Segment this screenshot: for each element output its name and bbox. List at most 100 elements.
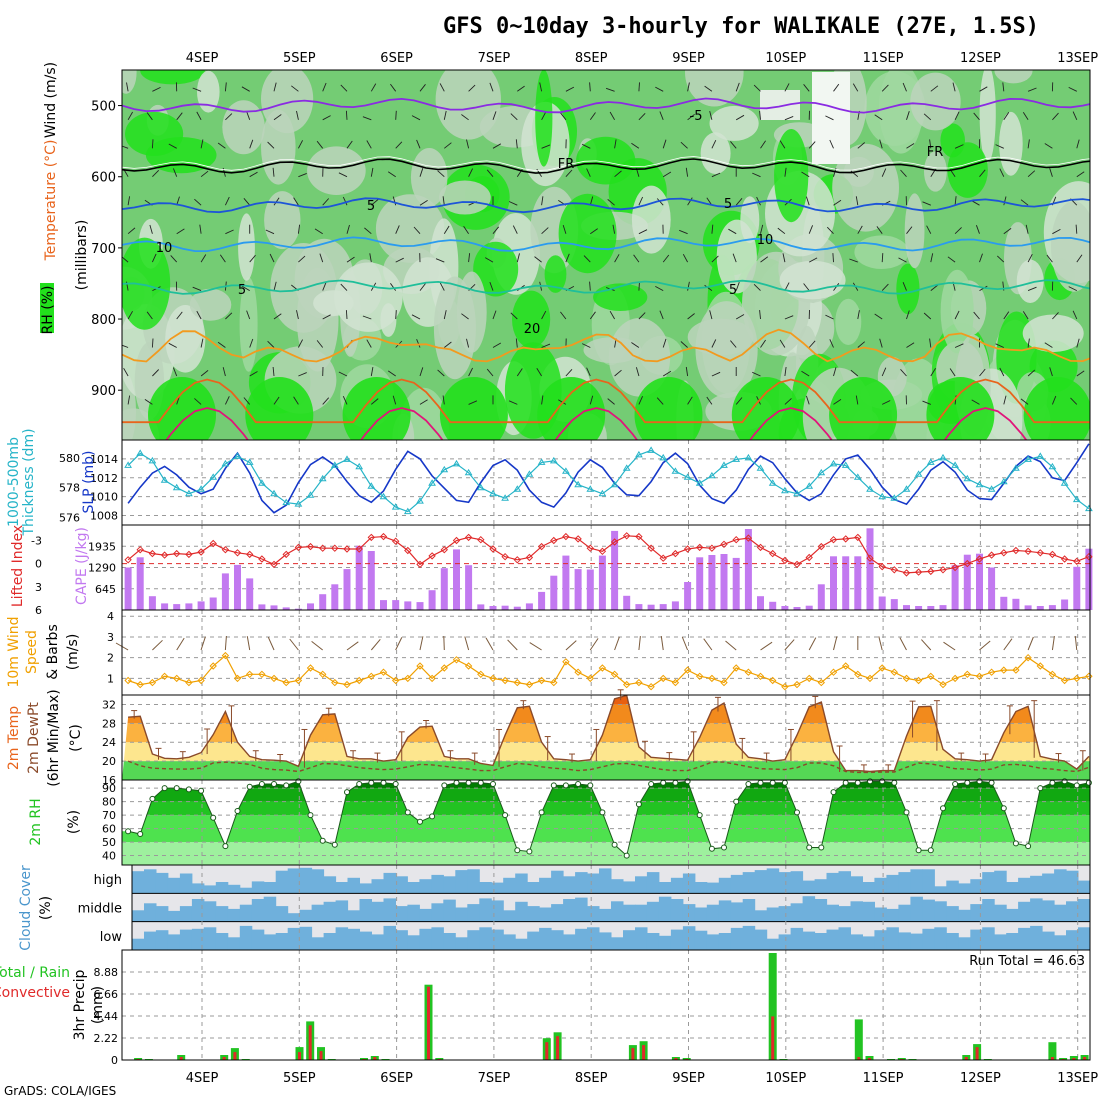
wind-barb (760, 641, 773, 651)
cloud-cover-bar (635, 904, 648, 922)
cape-bar (963, 554, 971, 610)
wind-barb (752, 172, 761, 178)
wind-speed-marker (1085, 672, 1093, 681)
wind-barb (803, 283, 810, 291)
li-marker (258, 555, 266, 563)
rh-patch (261, 109, 296, 185)
wind-barb (512, 225, 518, 234)
li-marker (927, 567, 935, 576)
rh-patch (1022, 314, 1084, 353)
rh-patch (439, 180, 491, 215)
cloud-cover-bar (443, 899, 456, 922)
wind-barb (461, 114, 469, 121)
thickness-marker (136, 449, 145, 456)
wind-barb (224, 196, 230, 206)
wind-barb (825, 115, 834, 121)
wind-barb (273, 313, 282, 320)
rh-marker (903, 809, 910, 816)
li-marker (841, 535, 850, 543)
wind-barb (784, 115, 794, 121)
cape-bar (854, 556, 862, 610)
thickness-label: Thickness (dm) (21, 428, 37, 536)
li-marker (562, 532, 570, 541)
cape-bar (367, 551, 375, 610)
li-marker (404, 546, 412, 555)
li-marker (963, 559, 972, 568)
cloud-cover-bar (1054, 904, 1067, 922)
rh-marker (611, 841, 618, 848)
wind-barb (298, 255, 306, 263)
wind-barb (923, 113, 932, 121)
wind-speed-marker (282, 678, 290, 687)
rh-shading: -5 FR FR 5 5 10 10 5 5 20 (122, 70, 1090, 440)
wind-barb (711, 224, 714, 234)
wind-barb (906, 310, 910, 320)
cloud-cover-bar (215, 906, 229, 922)
contour-label: FR (927, 145, 944, 160)
li-marker (282, 550, 290, 559)
cloud-cover-bar (563, 876, 576, 894)
cloud-cover-bar (491, 882, 504, 894)
cloud-cover-bar (515, 938, 528, 950)
wind-barb (517, 85, 525, 92)
wind-barb (857, 225, 863, 234)
wind-speed-marker (951, 674, 959, 683)
cloud-cover-bar (1066, 870, 1079, 894)
wind-barb (638, 312, 646, 320)
cloud-cover-bar (155, 906, 169, 922)
wind-label: Speed (24, 630, 40, 674)
wind-barb (638, 636, 641, 651)
thickness-marker (513, 485, 522, 492)
cloud-cover-bar (371, 934, 384, 950)
rh-patch (165, 305, 206, 373)
li-marker (501, 552, 509, 561)
wind-barb (249, 139, 254, 149)
rh-marker (526, 848, 533, 855)
rh-patch (537, 377, 606, 440)
rh-patch (535, 70, 553, 167)
wind-barb (881, 283, 889, 291)
wind-speed-marker (343, 680, 351, 689)
wind-speed-marker (464, 662, 473, 670)
cape-bar (659, 604, 667, 610)
wind-speed-marker (136, 680, 144, 689)
wind-barb (679, 229, 688, 235)
rh-marker (125, 828, 132, 835)
cloud-cover-bar (730, 927, 744, 950)
wind-barb (801, 370, 810, 377)
wind-barb (298, 140, 303, 149)
cloud-cover-bar (599, 908, 612, 922)
cloud-cover-bar (874, 907, 887, 922)
rh-marker (1049, 779, 1056, 786)
wind-barb (760, 140, 766, 149)
wind-barb (439, 282, 445, 291)
slp-tick-label: 1012 (90, 472, 118, 485)
wind-barb (1076, 338, 1080, 348)
thickness-marker (683, 473, 692, 480)
rh-marker (988, 779, 995, 786)
cloud-cover-bar (730, 874, 744, 894)
cloud-cover-bar (203, 901, 217, 922)
cloud-cover-bar (179, 873, 193, 894)
cloud-cover-bar (383, 898, 396, 922)
wind-barb (784, 167, 787, 177)
wind-speed-marker (185, 678, 193, 687)
cloud-cover-bar (551, 930, 564, 950)
wind-barb (979, 253, 983, 263)
cloud-cover-bar (263, 896, 277, 922)
wind-barb (833, 636, 838, 651)
rh-patch (1051, 201, 1090, 292)
cloud-cover-bar (1042, 873, 1055, 894)
wind-barb (225, 229, 234, 235)
cape-bar (647, 604, 655, 610)
wind-barb (954, 144, 964, 149)
cloud-cover-bar (646, 901, 660, 922)
wind-barb (146, 112, 153, 121)
wind-barb (395, 637, 403, 651)
panel-frame (121, 439, 1091, 526)
cloud-cover-bar (1006, 908, 1019, 922)
wind-barb (395, 141, 403, 149)
li-marker (1048, 550, 1057, 559)
thickness-marker (999, 477, 1008, 485)
wind-barb (1076, 171, 1085, 178)
